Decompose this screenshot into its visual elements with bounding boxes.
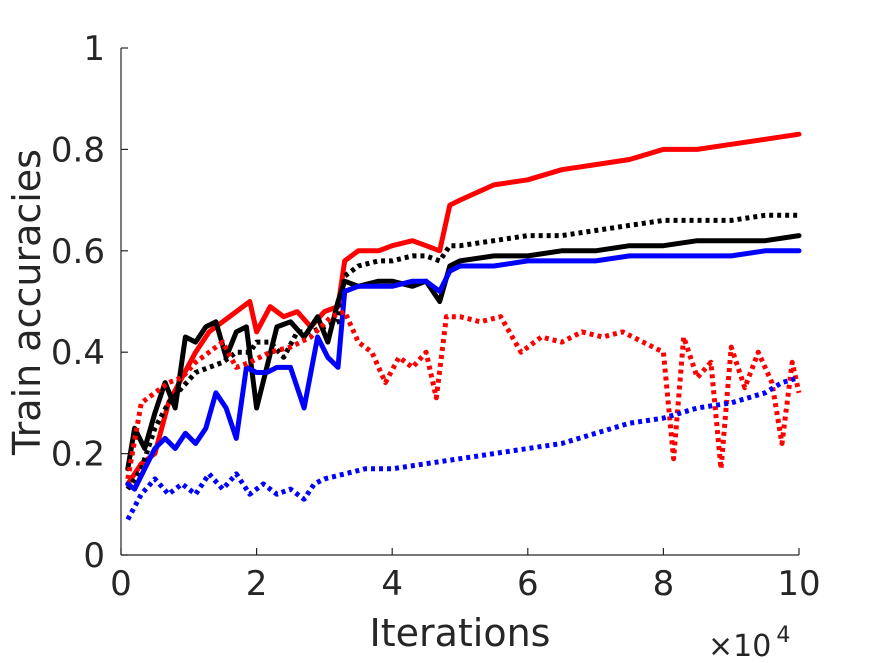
x-multiplier-base: ×10 (708, 629, 771, 663)
x-axis-label: Iterations (370, 611, 551, 655)
x-tick-label: 0 (110, 564, 132, 604)
series-line-6 (125, 375, 800, 521)
x-tick-label: 6 (517, 564, 539, 604)
x-tick-label: 4 (381, 564, 403, 604)
y-tick-label: 0 (83, 536, 105, 576)
series-line-2 (125, 212, 799, 491)
y-tick-label: 0.4 (51, 333, 105, 373)
y-tick-label: 0.8 (51, 130, 105, 170)
x-multiplier: ×10 4 (708, 623, 790, 663)
x-tick-label: 2 (246, 564, 268, 604)
y-tick-label: 0.2 (51, 435, 105, 475)
x-multiplier-exponent: 4 (776, 623, 790, 648)
series-line-3 (125, 233, 802, 472)
series-line-1 (125, 131, 802, 487)
x-tick-label: 8 (653, 564, 675, 604)
series-line-4 (125, 248, 802, 492)
x-tick-label: 10 (777, 564, 820, 604)
axes (120, 48, 799, 556)
y-tick-label: 0.6 (51, 232, 105, 272)
ticks: 0 2 4 6 8 10 0 0.2 0.4 0.6 0.8 1 (51, 29, 821, 604)
series-line-5 (125, 309, 802, 480)
series-group (125, 131, 802, 521)
y-axis-label: Train accuracies (5, 149, 49, 456)
y-tick-label: 1 (83, 29, 105, 69)
